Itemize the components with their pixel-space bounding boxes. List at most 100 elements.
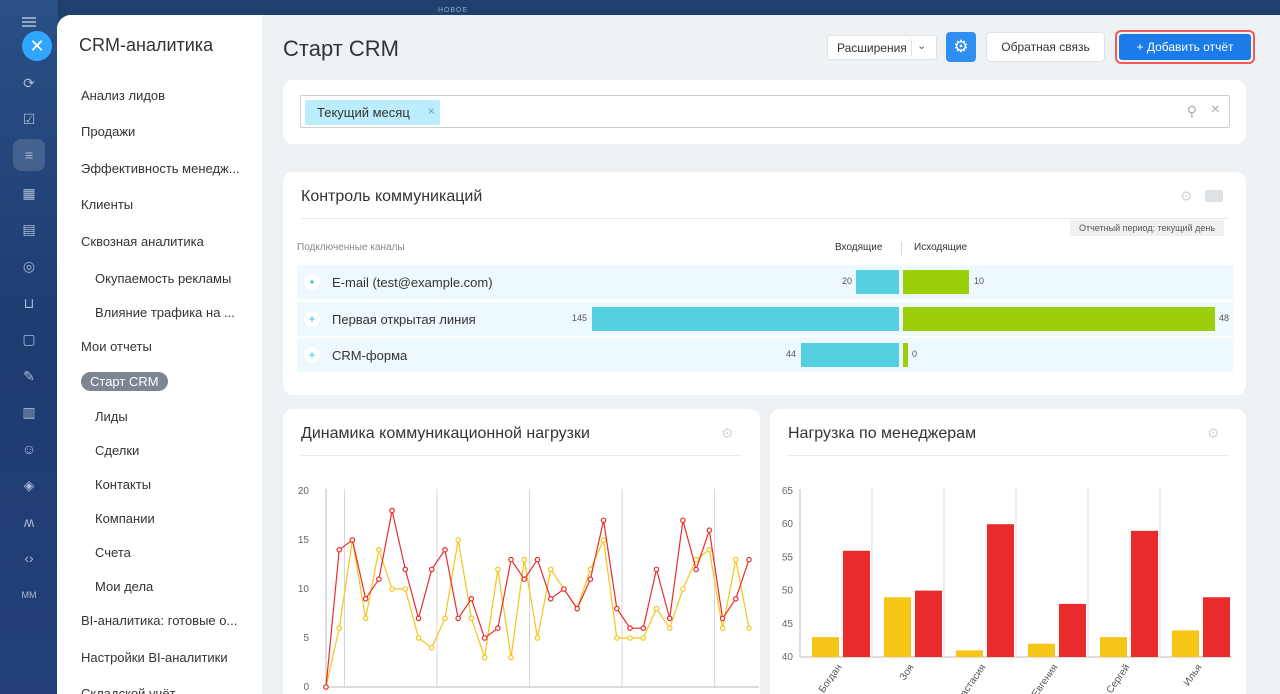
y-tick-label: 10 — [298, 584, 310, 595]
robot-icon[interactable]: ☺ — [21, 441, 37, 457]
data-point — [428, 645, 435, 651]
data-point — [442, 547, 448, 553]
data-point — [534, 556, 541, 563]
data-point — [627, 625, 633, 632]
extensions-dropdown[interactable]: Расширения ⌄ — [827, 35, 937, 60]
data-point — [693, 566, 699, 573]
bar — [884, 597, 911, 657]
filter-input[interactable]: Текущий месяц × ⚲ × — [300, 95, 1230, 128]
new-label: НОВОЕ — [438, 7, 469, 14]
communications-card: Контроль коммуникаций ⚙ Отчетный период:… — [283, 172, 1246, 395]
data-point — [376, 547, 382, 553]
plus-icon[interactable]: + — [304, 347, 320, 363]
tasks-icon[interactable]: ☑ — [22, 111, 36, 127]
divider — [301, 455, 742, 456]
data-point — [653, 605, 660, 612]
add-report-button[interactable]: + Добавить отчёт — [1115, 30, 1255, 64]
mm-icon[interactable]: MM — [21, 590, 37, 600]
crm-icon[interactable]: ≡ — [13, 139, 45, 171]
left-rail: ✕ ⟳ ☑ ≡ ▦ ▤ ◎ ⊔ ▢ ✎ ▥ ☺ ◈ ʍ ‹› MM — [0, 0, 58, 694]
target-icon[interactable]: ◎ — [22, 258, 36, 274]
sidebar-item-traffic-impact[interactable]: Влияние трафика на ... — [95, 305, 235, 320]
data-point — [732, 556, 739, 563]
funnel-icon[interactable]: ⟳ — [23, 75, 35, 91]
gear-icon[interactable]: ⚙ — [721, 425, 734, 441]
sidebar-item-ad-roi[interactable]: Окупаемость рекламы — [95, 271, 232, 286]
chart-icon[interactable]: ▥ — [22, 404, 36, 420]
y-tick-label: 20 — [298, 486, 310, 497]
box-icon[interactable]: ◈ — [23, 477, 35, 493]
clear-icon[interactable]: × — [1210, 101, 1220, 118]
plus-icon[interactable]: + — [304, 311, 320, 327]
sidebar-item-bi-ready[interactable]: BI-аналитика: готовые о... — [81, 613, 238, 628]
data-point — [362, 615, 369, 622]
sidebar-item-start-crm[interactable]: Старт CRM — [81, 372, 168, 391]
bar — [1131, 530, 1158, 657]
gear-icon[interactable]: ⚙ — [1180, 188, 1193, 204]
settings-button[interactable]: ⚙ — [946, 32, 976, 62]
docs-icon[interactable]: ▢ — [22, 331, 36, 347]
data-point — [640, 625, 647, 632]
sidebar-item-invoices[interactable]: Счета — [95, 545, 131, 560]
sidebar-item-clients[interactable]: Клиенты — [81, 197, 134, 212]
channel-row[interactable]: • E-mail (test@example.com) 20 10 — [297, 265, 1233, 299]
gear-icon[interactable]: ⚙ — [1207, 425, 1220, 441]
y-tick-label: 50 — [782, 586, 794, 597]
feedback-button[interactable]: Обратная связь — [986, 32, 1105, 62]
sidebar-item-my-reports[interactable]: Мои отчеты — [81, 339, 152, 354]
edit-icon[interactable]: ✎ — [23, 368, 35, 384]
data-point — [495, 566, 501, 573]
sidebar-item-leads-analysis[interactable]: Анализ лидов — [81, 88, 166, 103]
search-icon[interactable]: ⚲ — [1186, 103, 1197, 119]
sidebar-item-end-to-end[interactable]: Сквозная аналитика — [81, 234, 204, 249]
data-point — [534, 635, 541, 641]
sidebar-item-contacts[interactable]: Контакты — [95, 477, 152, 492]
data-point — [455, 615, 461, 622]
sidebar-title: CRM-аналитика — [79, 35, 214, 55]
data-point — [336, 547, 343, 553]
data-point — [376, 576, 382, 583]
store-icon[interactable]: ▤ — [22, 221, 36, 237]
code-icon[interactable]: ‹› — [24, 550, 34, 566]
bar — [812, 637, 839, 657]
sidebar-item-manager-efficiency[interactable]: Эффективность менедж... — [81, 161, 240, 176]
divider — [911, 39, 912, 56]
outgoing-value: 48 — [1219, 313, 1230, 323]
incoming-bar — [592, 307, 899, 331]
incoming-bar — [801, 343, 899, 367]
sidebar-item-leads[interactable]: Лиды — [95, 409, 128, 424]
data-point — [547, 596, 554, 602]
channel-name: E-mail (test@example.com) — [332, 275, 493, 290]
data-point — [455, 537, 461, 543]
menu-icon[interactable] — [22, 17, 36, 27]
manager-load-card: Нагрузка по менеджерам ⚙ 40 45 50 55 60 65 Бог… — [770, 409, 1246, 694]
data-point — [680, 586, 686, 592]
bar — [1100, 637, 1127, 657]
channel-name: Первая открытая линия — [332, 312, 476, 327]
close-icon[interactable]: ✕ — [22, 31, 52, 61]
data-point — [706, 527, 713, 534]
filter-chip[interactable]: Текущий месяц × — [305, 100, 440, 125]
bullet-icon[interactable]: • — [304, 274, 320, 290]
extensions-label: Расширения — [837, 41, 907, 55]
bar-chart: 40 45 50 55 60 65 Богдан Зоя Анастасия Евгения Сер… — [782, 486, 1232, 694]
channel-row[interactable]: + Первая открытая линия 145 48 — [297, 302, 1233, 336]
incoming-value: 44 — [786, 349, 797, 359]
sidebar-item-warehouse[interactable]: Складской учёт — [81, 686, 176, 694]
sidebar-item-bi-settings[interactable]: Настройки BI-аналитики — [81, 650, 228, 665]
channel-row[interactable]: + CRM-форма 44 0 — [297, 338, 1233, 372]
data-point — [640, 635, 647, 641]
sidebar-item-deals[interactable]: Сделки — [95, 443, 140, 458]
sidebar-item-companies[interactable]: Компании — [95, 511, 155, 526]
x-tick-label: Зоя — [898, 662, 917, 682]
sidebar-item-sales[interactable]: Продажи — [81, 124, 136, 139]
brand-icon[interactable]: ʍ — [23, 514, 35, 530]
communications-title: Контроль коммуникаций — [301, 188, 483, 205]
chip-remove-icon[interactable]: × — [427, 104, 435, 118]
calendar-icon[interactable]: ▦ — [22, 185, 36, 201]
cart-icon[interactable]: ⊔ — [23, 295, 35, 311]
data-point — [561, 586, 567, 592]
video-icon[interactable] — [1205, 190, 1223, 202]
sidebar-item-my-activities[interactable]: Мои дела — [95, 579, 154, 594]
data-point — [468, 615, 475, 622]
